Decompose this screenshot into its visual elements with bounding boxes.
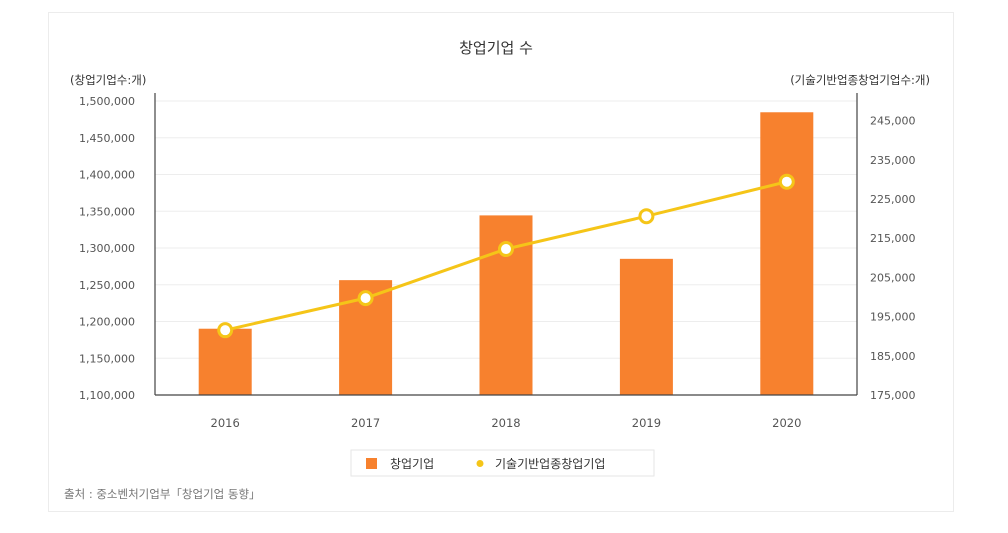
line-point <box>217 322 234 339</box>
left-axis-label: (창업기업수:개) <box>70 73 146 87</box>
chart-frame <box>48 12 954 512</box>
left-tick-label: 1,250,000 <box>79 279 135 292</box>
x-axis-ticks: 2016 2017 2018 2019 2020 <box>211 416 802 430</box>
right-axis-label: (기술기반업종창업기업수:개) <box>790 73 930 87</box>
right-axis-ticks: 175,000 185,000 195,000 205,000 215,000 225,0… <box>870 115 916 402</box>
gridlines <box>155 100 857 359</box>
legend-line-label: 기술기반업종창업기업 <box>495 457 605 471</box>
left-axis-ticks: 1,100,000 1,150,000 1,200,000 1,250,000 1,30… <box>79 95 135 402</box>
right-tick-label: 185,000 <box>870 350 916 363</box>
right-tick-label: 195,000 <box>870 311 916 324</box>
left-tick-label: 1,300,000 <box>79 242 135 255</box>
line-point <box>357 290 374 307</box>
line-point <box>498 241 514 258</box>
right-tick-label: 235,000 <box>870 154 916 167</box>
left-tick-label: 1,400,000 <box>79 169 135 182</box>
left-tick-label: 1,450,000 <box>79 132 135 145</box>
legend: 창업기업 기술기반업종창업기업 <box>350 449 655 477</box>
right-tick-label: 205,000 <box>870 271 916 284</box>
source-note: 출처 : 중소벤처기업부「창업기업 동향」 <box>64 487 261 501</box>
bar <box>760 112 814 396</box>
x-tick-label: 2017 <box>351 416 380 430</box>
right-tick-label: 175,000 <box>870 389 916 402</box>
right-tick-label: 245,000 <box>870 115 916 128</box>
left-tick-label: 1,100,000 <box>79 389 135 402</box>
bar <box>619 258 673 395</box>
x-tick-label: 2020 <box>772 416 801 430</box>
right-tick-label: 215,000 <box>870 232 916 245</box>
line-point <box>638 208 655 225</box>
legend-bar-label: 창업기업 <box>390 457 434 471</box>
x-tick-label: 2018 <box>491 416 520 430</box>
bar <box>198 328 252 395</box>
x-tick-label: 2019 <box>632 416 661 430</box>
line-series <box>217 173 795 339</box>
legend-bar-swatch <box>366 458 377 469</box>
left-tick-label: 1,350,000 <box>79 205 135 218</box>
line-point <box>778 173 795 190</box>
right-tick-label: 225,000 <box>870 193 916 206</box>
axes <box>154 93 858 396</box>
left-tick-label: 1,150,000 <box>79 352 135 365</box>
x-tick-label: 2016 <box>211 416 240 430</box>
left-tick-label: 1,500,000 <box>79 95 135 108</box>
chart-title: 창업기업 수 <box>459 39 533 57</box>
legend-box <box>350 449 655 477</box>
legend-line-swatch <box>476 460 484 467</box>
left-tick-label: 1,200,000 <box>79 316 135 329</box>
